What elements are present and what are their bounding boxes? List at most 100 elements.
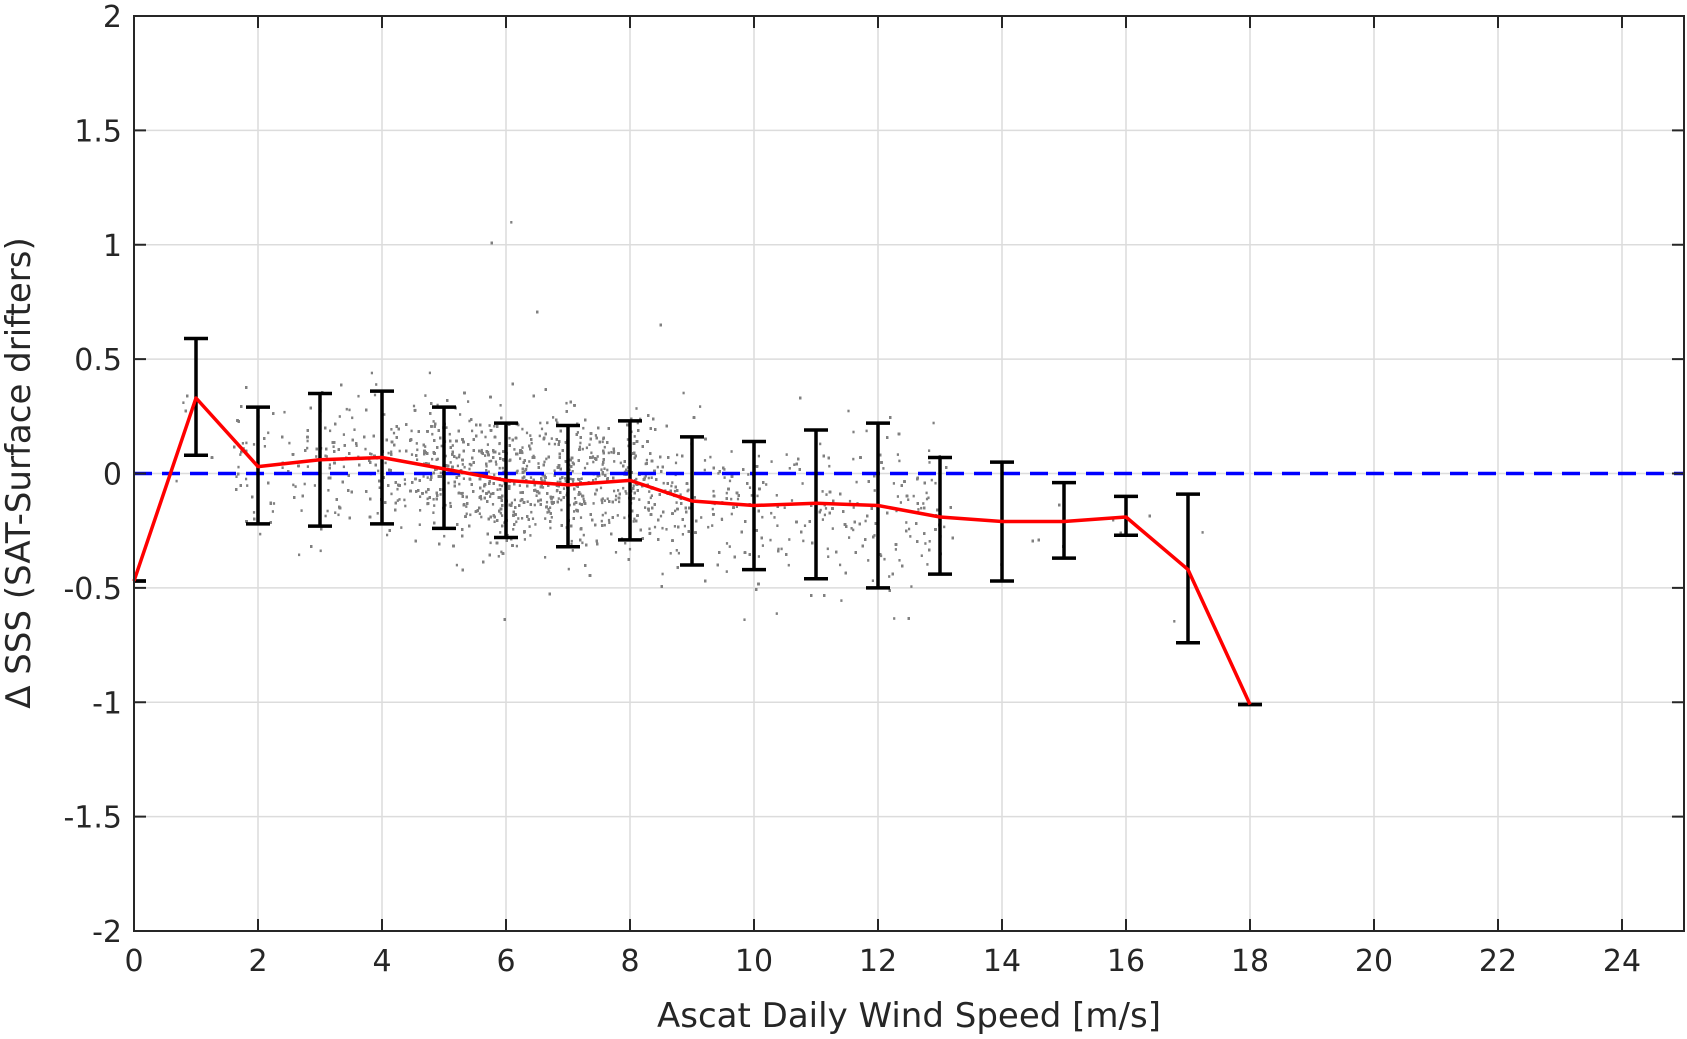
scatter-point: [707, 525, 710, 529]
scatter-point: [823, 513, 826, 517]
scatter-point: [560, 508, 563, 512]
scatter-point: [568, 503, 571, 507]
scatter-point: [725, 570, 728, 573]
scatter-point: [263, 445, 266, 448]
scatter-point: [756, 494, 759, 498]
scatter-point: [499, 531, 502, 534]
scatter-point: [582, 533, 585, 537]
scatter-point: [342, 465, 345, 469]
scatter-point: [626, 438, 629, 441]
scatter-point: [793, 463, 796, 466]
scatter-point: [831, 527, 834, 530]
scatter-point: [515, 520, 518, 524]
scatter-point: [384, 461, 387, 465]
scatter-point: [676, 453, 679, 457]
scatter-point: [624, 490, 627, 493]
scatter-point: [531, 517, 535, 520]
scatter-point: [616, 514, 619, 517]
scatter-point: [443, 534, 446, 538]
scatter-point: [418, 523, 421, 526]
scatter-point: [922, 502, 925, 505]
scatter-point: [601, 440, 604, 444]
scatter-point: [883, 557, 886, 561]
scatter-point: [458, 482, 461, 486]
scatter-point: [462, 477, 465, 480]
scatter-point: [449, 501, 452, 505]
scatter-point: [546, 511, 549, 514]
scatter-point: [175, 479, 178, 483]
scatter-point: [353, 428, 356, 431]
scatter-point: [533, 503, 536, 507]
scatter-point: [410, 429, 413, 433]
scatter-point: [515, 471, 518, 475]
scatter-point: [675, 501, 678, 504]
scatter-point: [581, 541, 584, 545]
scatter-point: [608, 521, 611, 524]
scatter-point: [582, 497, 585, 501]
scatter-point: [578, 502, 581, 506]
scatter-point: [545, 457, 548, 461]
scatter-point: [338, 415, 341, 418]
scatter-point: [943, 525, 946, 529]
scatter-point: [588, 443, 591, 446]
scatter-point: [711, 507, 714, 511]
scatter-point: [306, 439, 309, 443]
scatter-point: [615, 494, 618, 498]
scatter-point: [720, 517, 723, 521]
scatter-point: [920, 506, 923, 510]
scatter-point: [455, 563, 458, 567]
scatter-point: [571, 480, 575, 483]
scatter-point: [570, 539, 573, 543]
scatter-point: [488, 460, 491, 463]
scatter-point: [801, 482, 804, 485]
scatter-point: [780, 547, 783, 551]
scatter-point: [489, 541, 492, 545]
scatter-point: [544, 517, 547, 520]
scatter-point: [431, 432, 434, 436]
scatter-point: [659, 514, 663, 518]
scatter-point: [538, 434, 541, 438]
scatter-point: [579, 516, 583, 519]
scatter-point: [912, 494, 915, 498]
scatter-point: [468, 467, 471, 471]
scatter-point: [600, 468, 603, 471]
scatter-point: [547, 507, 550, 511]
scatter-point: [499, 404, 502, 407]
scatter-point: [578, 445, 581, 449]
scatter-point: [932, 421, 935, 425]
scatter-point: [571, 470, 574, 473]
scatter-point: [564, 479, 567, 483]
scatter-point: [499, 488, 502, 491]
scatter-point: [773, 516, 776, 519]
scatter-point: [364, 447, 367, 451]
scatter-point: [776, 524, 779, 527]
scatter-point: [910, 585, 913, 588]
scatter-point: [319, 549, 322, 553]
scatter-point: [267, 431, 270, 435]
scatter-point: [416, 448, 419, 452]
scatter-point: [840, 599, 843, 602]
scatter-point: [419, 509, 422, 512]
scatter-point: [725, 542, 729, 545]
scatter-point: [761, 544, 764, 547]
scatter-point: [539, 421, 542, 425]
scatter-point: [787, 563, 790, 567]
scatter-point: [451, 444, 454, 447]
scatter-point: [769, 538, 772, 542]
scatter-point: [899, 501, 902, 504]
scatter-point: [552, 495, 555, 499]
scatter-point: [508, 436, 511, 440]
scatter-point: [632, 520, 635, 523]
scatter-point: [711, 524, 714, 527]
scatter-point: [400, 526, 403, 529]
scatter-point: [549, 526, 552, 530]
scatter-point: [546, 421, 549, 425]
scatter-point: [491, 503, 495, 506]
scatter-point: [785, 453, 788, 456]
scatter-point: [182, 401, 185, 404]
scatter-point: [850, 527, 853, 530]
scatter-point: [237, 465, 240, 469]
scatter-point: [424, 394, 427, 397]
scatter-point: [342, 433, 345, 436]
scatter-point: [908, 527, 911, 531]
